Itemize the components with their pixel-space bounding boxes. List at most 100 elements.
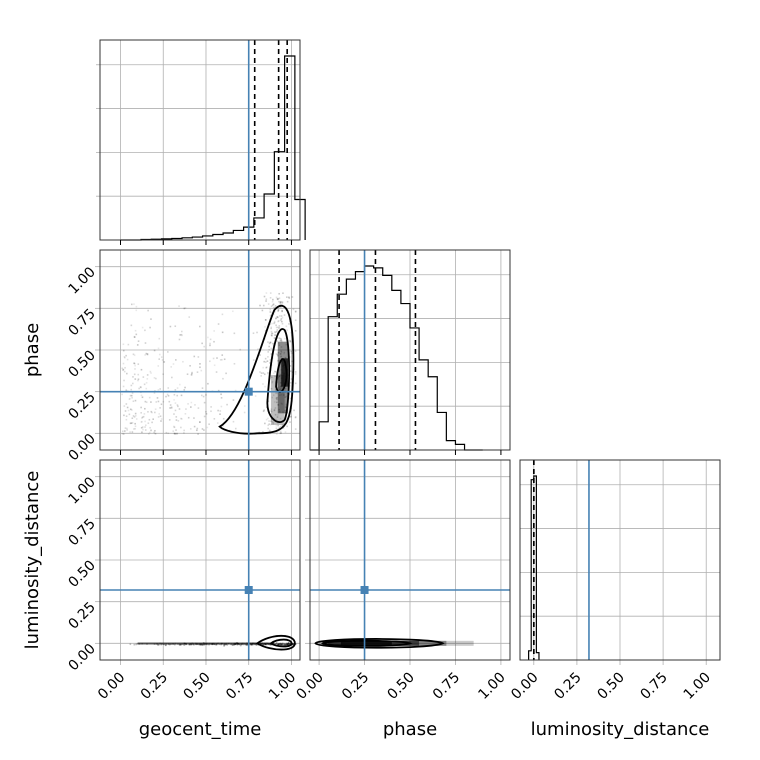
sample-point bbox=[221, 354, 224, 356]
sample-point bbox=[157, 389, 160, 391]
sample-point bbox=[141, 431, 143, 434]
x-axis-label-geocent-time: geocent_time bbox=[139, 719, 262, 740]
sample-point bbox=[277, 320, 279, 323]
panel-frame-phase-luminosity-distance bbox=[309, 459, 511, 661]
sample-point bbox=[287, 642, 290, 644]
sample-point bbox=[154, 429, 156, 432]
sample-point bbox=[278, 410, 281, 413]
sample-point bbox=[291, 360, 293, 363]
sample-point bbox=[213, 364, 216, 367]
sample-point bbox=[287, 643, 289, 646]
sample-point bbox=[180, 394, 183, 397]
sample-point bbox=[134, 368, 136, 370]
sample-point bbox=[269, 359, 272, 361]
sample-point bbox=[209, 338, 212, 341]
sample-point bbox=[189, 428, 192, 430]
sample-point bbox=[276, 353, 279, 356]
sample-point bbox=[273, 321, 276, 324]
sample-point bbox=[274, 371, 277, 373]
sample-point bbox=[281, 643, 283, 646]
sample-point bbox=[288, 643, 291, 645]
sample-point bbox=[205, 413, 208, 415]
sample-point bbox=[203, 643, 206, 646]
sample-point bbox=[257, 348, 259, 350]
y-tick-label: 0.75 bbox=[65, 516, 98, 549]
sample-point bbox=[279, 385, 282, 388]
sample-point bbox=[131, 421, 134, 424]
sample-point bbox=[278, 344, 281, 346]
sample-point bbox=[180, 417, 182, 420]
y-axis-label-luminosity-distance: luminosity_distance bbox=[22, 471, 43, 650]
sample-point bbox=[124, 427, 127, 429]
sample-point bbox=[267, 371, 269, 374]
grid-phase-luminosity_distance bbox=[305, 460, 510, 665]
grid-phase bbox=[310, 250, 510, 455]
sample-point bbox=[270, 353, 273, 355]
sample-point bbox=[267, 356, 269, 358]
sample-point bbox=[290, 352, 293, 355]
sample-point bbox=[279, 373, 282, 376]
sample-point bbox=[267, 351, 269, 353]
sample-point bbox=[281, 316, 284, 319]
sample-point bbox=[233, 332, 236, 335]
sample-point bbox=[271, 334, 273, 337]
sample-point bbox=[277, 309, 280, 312]
sample-point bbox=[279, 353, 282, 356]
sample-point bbox=[290, 370, 292, 372]
sample-point bbox=[261, 309, 264, 312]
sample-point bbox=[126, 427, 128, 430]
sample-point bbox=[259, 304, 261, 307]
sample-point bbox=[274, 643, 276, 645]
sample-point bbox=[193, 355, 196, 358]
sample-point bbox=[122, 369, 124, 371]
sample-point bbox=[277, 316, 279, 319]
sample-point bbox=[264, 319, 267, 321]
sample-point bbox=[190, 401, 193, 404]
sample-point bbox=[209, 342, 211, 345]
sample-point bbox=[285, 644, 287, 646]
sample-point bbox=[148, 396, 151, 399]
sample-point bbox=[270, 408, 273, 411]
sample-point bbox=[199, 644, 202, 646]
sample-point bbox=[280, 355, 282, 358]
sample-point bbox=[280, 351, 283, 353]
sample-point bbox=[277, 404, 280, 406]
sample-point bbox=[125, 418, 128, 421]
sample-point bbox=[275, 317, 277, 320]
contour-outer bbox=[255, 634, 296, 651]
sample-point bbox=[278, 643, 281, 645]
sample-point bbox=[288, 297, 291, 300]
sample-point bbox=[270, 410, 272, 412]
sample-point bbox=[251, 643, 253, 646]
sample-point bbox=[122, 362, 125, 365]
sample-point bbox=[123, 414, 125, 417]
sample-point bbox=[234, 427, 237, 430]
sample-point bbox=[277, 644, 279, 646]
sample-point bbox=[291, 642, 294, 645]
sample-point bbox=[208, 423, 210, 426]
sample-point bbox=[174, 402, 177, 404]
sample-point bbox=[245, 644, 248, 646]
sample-point bbox=[289, 340, 292, 343]
sample-point bbox=[147, 411, 149, 413]
y-tick-label: 0.25 bbox=[65, 599, 98, 632]
sample-point bbox=[264, 326, 266, 328]
sample-point bbox=[196, 429, 198, 432]
sample-point bbox=[274, 413, 277, 416]
sample-point bbox=[121, 433, 124, 435]
sample-point bbox=[131, 382, 134, 385]
sample-point bbox=[273, 408, 276, 411]
sample-point bbox=[286, 643, 288, 645]
sample-point bbox=[274, 310, 276, 313]
sample-point bbox=[122, 343, 125, 346]
sample-point bbox=[132, 353, 135, 356]
sample-point bbox=[169, 325, 172, 328]
sample-point bbox=[279, 339, 282, 342]
sample-point bbox=[285, 325, 288, 328]
sample-point bbox=[279, 301, 282, 304]
x-tick-label: 0.00 bbox=[508, 670, 541, 703]
sample-point bbox=[261, 643, 264, 646]
sample-point bbox=[277, 404, 279, 406]
contour-outer bbox=[314, 638, 445, 649]
